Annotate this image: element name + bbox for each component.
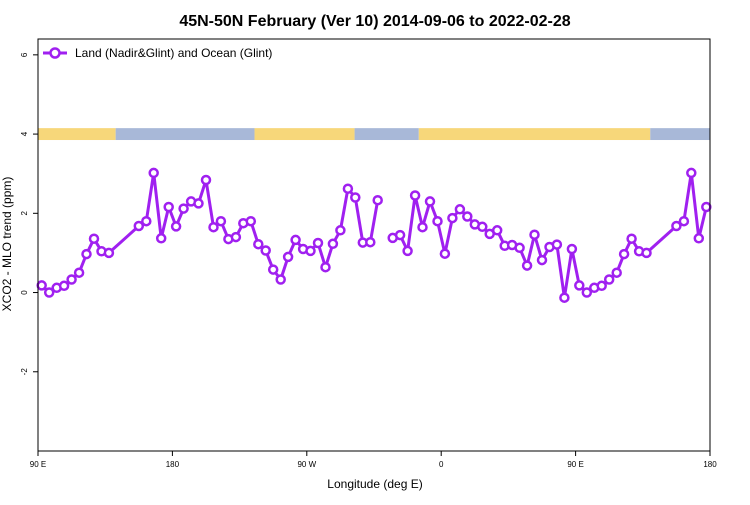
band-segment-ocean	[650, 128, 710, 141]
data-point	[671, 220, 682, 232]
data-point	[566, 243, 578, 255]
data-point	[267, 264, 279, 275]
data-point	[424, 196, 436, 207]
data-point	[253, 238, 264, 250]
data-point	[305, 245, 316, 257]
series-layer	[36, 167, 712, 303]
chart-title: 45N-50N February (Ver 10) 2014-09-06 to …	[179, 13, 570, 30]
x-tick-label: 0	[439, 460, 444, 469]
x-tick-label: 90 E	[567, 460, 583, 469]
band-segment-land	[254, 128, 355, 141]
data-point	[402, 245, 413, 257]
data-point	[66, 274, 77, 285]
data-point	[701, 201, 712, 213]
data-point	[447, 212, 458, 224]
data-point	[477, 221, 488, 233]
data-point	[529, 229, 540, 240]
data-point	[603, 274, 615, 285]
data-point	[141, 215, 152, 227]
band-segment-land	[418, 128, 651, 141]
data-point	[133, 220, 145, 232]
data-point	[260, 245, 271, 256]
y-tick-label: 0	[20, 290, 29, 295]
data-point	[148, 167, 159, 179]
data-point	[618, 248, 630, 260]
data-point	[611, 267, 622, 278]
data-point	[372, 194, 383, 206]
plot-frame	[37, 38, 711, 452]
data-point	[155, 233, 167, 244]
data-point	[312, 237, 324, 249]
data-point	[574, 280, 585, 291]
series-line	[40, 171, 380, 294]
data-point	[454, 204, 466, 215]
data-point	[178, 203, 189, 214]
data-point	[335, 225, 346, 236]
data-point	[327, 238, 339, 250]
data-point	[678, 215, 690, 227]
data-point	[514, 242, 525, 254]
data-point	[103, 247, 115, 259]
y-axis-label: XCO2 - MLO trend (ppm)	[0, 177, 14, 312]
x-axis-label: Longitude (deg E)	[327, 477, 422, 491]
data-point	[559, 292, 570, 303]
data-point	[320, 261, 331, 273]
data-point	[350, 192, 361, 203]
land-ocean-band	[38, 128, 710, 141]
y-tick-label: 2	[20, 211, 29, 216]
x-tick-label: 90 W	[297, 460, 316, 469]
data-point	[439, 248, 451, 259]
data-point	[432, 215, 443, 227]
data-point	[230, 231, 242, 243]
data-point	[641, 247, 652, 259]
data-point	[290, 234, 301, 246]
data-point	[596, 280, 607, 292]
data-point	[282, 251, 294, 263]
data-point	[43, 287, 55, 298]
legend-label: Land (Nadir&Glint) and Ocean (Glint)	[75, 46, 272, 60]
data-point	[521, 260, 533, 271]
data-point	[491, 225, 503, 236]
x-tick-label: 180	[166, 460, 180, 469]
legend-marker-swatch	[49, 47, 61, 59]
data-point	[81, 248, 92, 260]
data-point	[409, 190, 421, 201]
data-point	[245, 215, 257, 227]
data-point	[365, 236, 376, 248]
data-point	[551, 239, 563, 250]
data-point	[686, 167, 697, 179]
data-point	[417, 221, 428, 233]
data-point	[215, 215, 227, 227]
y-tick-label: 6	[20, 52, 29, 57]
y-tick-label: -2	[20, 368, 29, 376]
data-point	[394, 229, 406, 241]
data-point	[73, 267, 85, 278]
legend: Land (Nadir&Glint) and Ocean (Glint)	[43, 46, 272, 60]
data-point	[200, 174, 212, 186]
band-segment-ocean	[354, 128, 419, 141]
axes: 90 E 180 90 W 0 90 E 180 -2 0 2 4 6	[20, 52, 717, 469]
band-segment-land	[38, 128, 116, 141]
data-point	[581, 287, 593, 298]
data-point	[193, 198, 204, 209]
y-tick-label: 4	[20, 131, 29, 136]
data-point	[693, 233, 705, 244]
data-point	[163, 201, 174, 213]
data-point	[170, 221, 182, 232]
data-point	[342, 183, 354, 194]
data-point	[58, 280, 70, 292]
data-point	[536, 254, 548, 266]
data-point	[36, 280, 47, 291]
data-point	[626, 233, 637, 244]
band-segment-ocean	[115, 128, 255, 141]
data-point	[462, 211, 473, 222]
series-line	[392, 171, 708, 300]
x-tick-label: 90 E	[30, 460, 46, 469]
x-tick-label: 180	[703, 460, 717, 469]
data-point	[88, 233, 100, 244]
data-point	[208, 221, 219, 233]
data-point	[275, 274, 286, 285]
